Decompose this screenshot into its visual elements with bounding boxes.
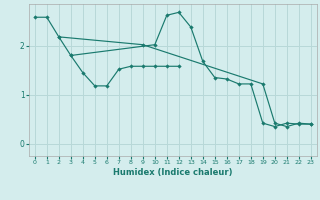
X-axis label: Humidex (Indice chaleur): Humidex (Indice chaleur) (113, 168, 233, 177)
